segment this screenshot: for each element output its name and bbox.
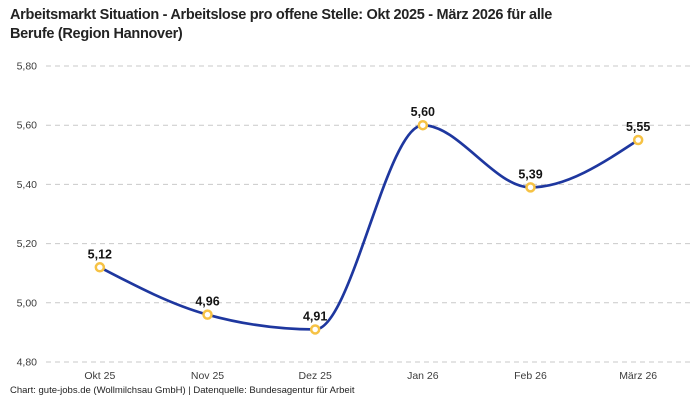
chart-title-line2: Berufe (Region Hannover) bbox=[10, 26, 183, 43]
chart-title-line1: Arbeitsmarkt Situation - Arbeitslose pro… bbox=[10, 7, 553, 23]
x-axis-label: Jan 26 bbox=[407, 370, 439, 382]
data-point-label: 4,96 bbox=[195, 295, 219, 309]
data-point-marker bbox=[202, 309, 213, 320]
data-point-marker bbox=[94, 262, 106, 273]
x-axis-label: Feb 26 bbox=[514, 370, 547, 382]
data-point-marker bbox=[525, 182, 536, 193]
data-point-marker bbox=[417, 119, 429, 131]
y-axis-tick-label: 5,40 bbox=[17, 179, 38, 191]
y-axis-tick-label: 5,00 bbox=[17, 297, 38, 309]
y-axis-tick-label: 5,20 bbox=[17, 238, 38, 250]
data-point-label: 5,55 bbox=[626, 120, 650, 134]
data-point-label: 5,39 bbox=[518, 167, 542, 181]
x-axis-label: Dez 25 bbox=[299, 370, 332, 382]
chart-credit: Chart: gute-jobs.de (Wollmilchsau GmbH) … bbox=[10, 385, 355, 396]
data-point-marker bbox=[632, 134, 644, 146]
data-point-label: 5,12 bbox=[88, 247, 112, 261]
x-axis-label: März 26 bbox=[619, 370, 657, 382]
chart-title: Arbeitsmarkt Situation - Arbeitslose pro… bbox=[10, 6, 692, 45]
data-point-marker bbox=[309, 324, 321, 335]
y-axis-tick-label: 5,60 bbox=[17, 120, 38, 132]
y-axis-tick-label: 4,80 bbox=[17, 357, 38, 369]
y-axis-tick-label: 5,80 bbox=[17, 61, 38, 73]
series-line bbox=[98, 123, 640, 331]
x-axis-label: Nov 25 bbox=[191, 370, 224, 382]
data-point-label: 5,60 bbox=[411, 105, 435, 119]
data-point-label: 4,91 bbox=[303, 309, 327, 323]
x-axis-label: Okt 25 bbox=[84, 370, 115, 382]
